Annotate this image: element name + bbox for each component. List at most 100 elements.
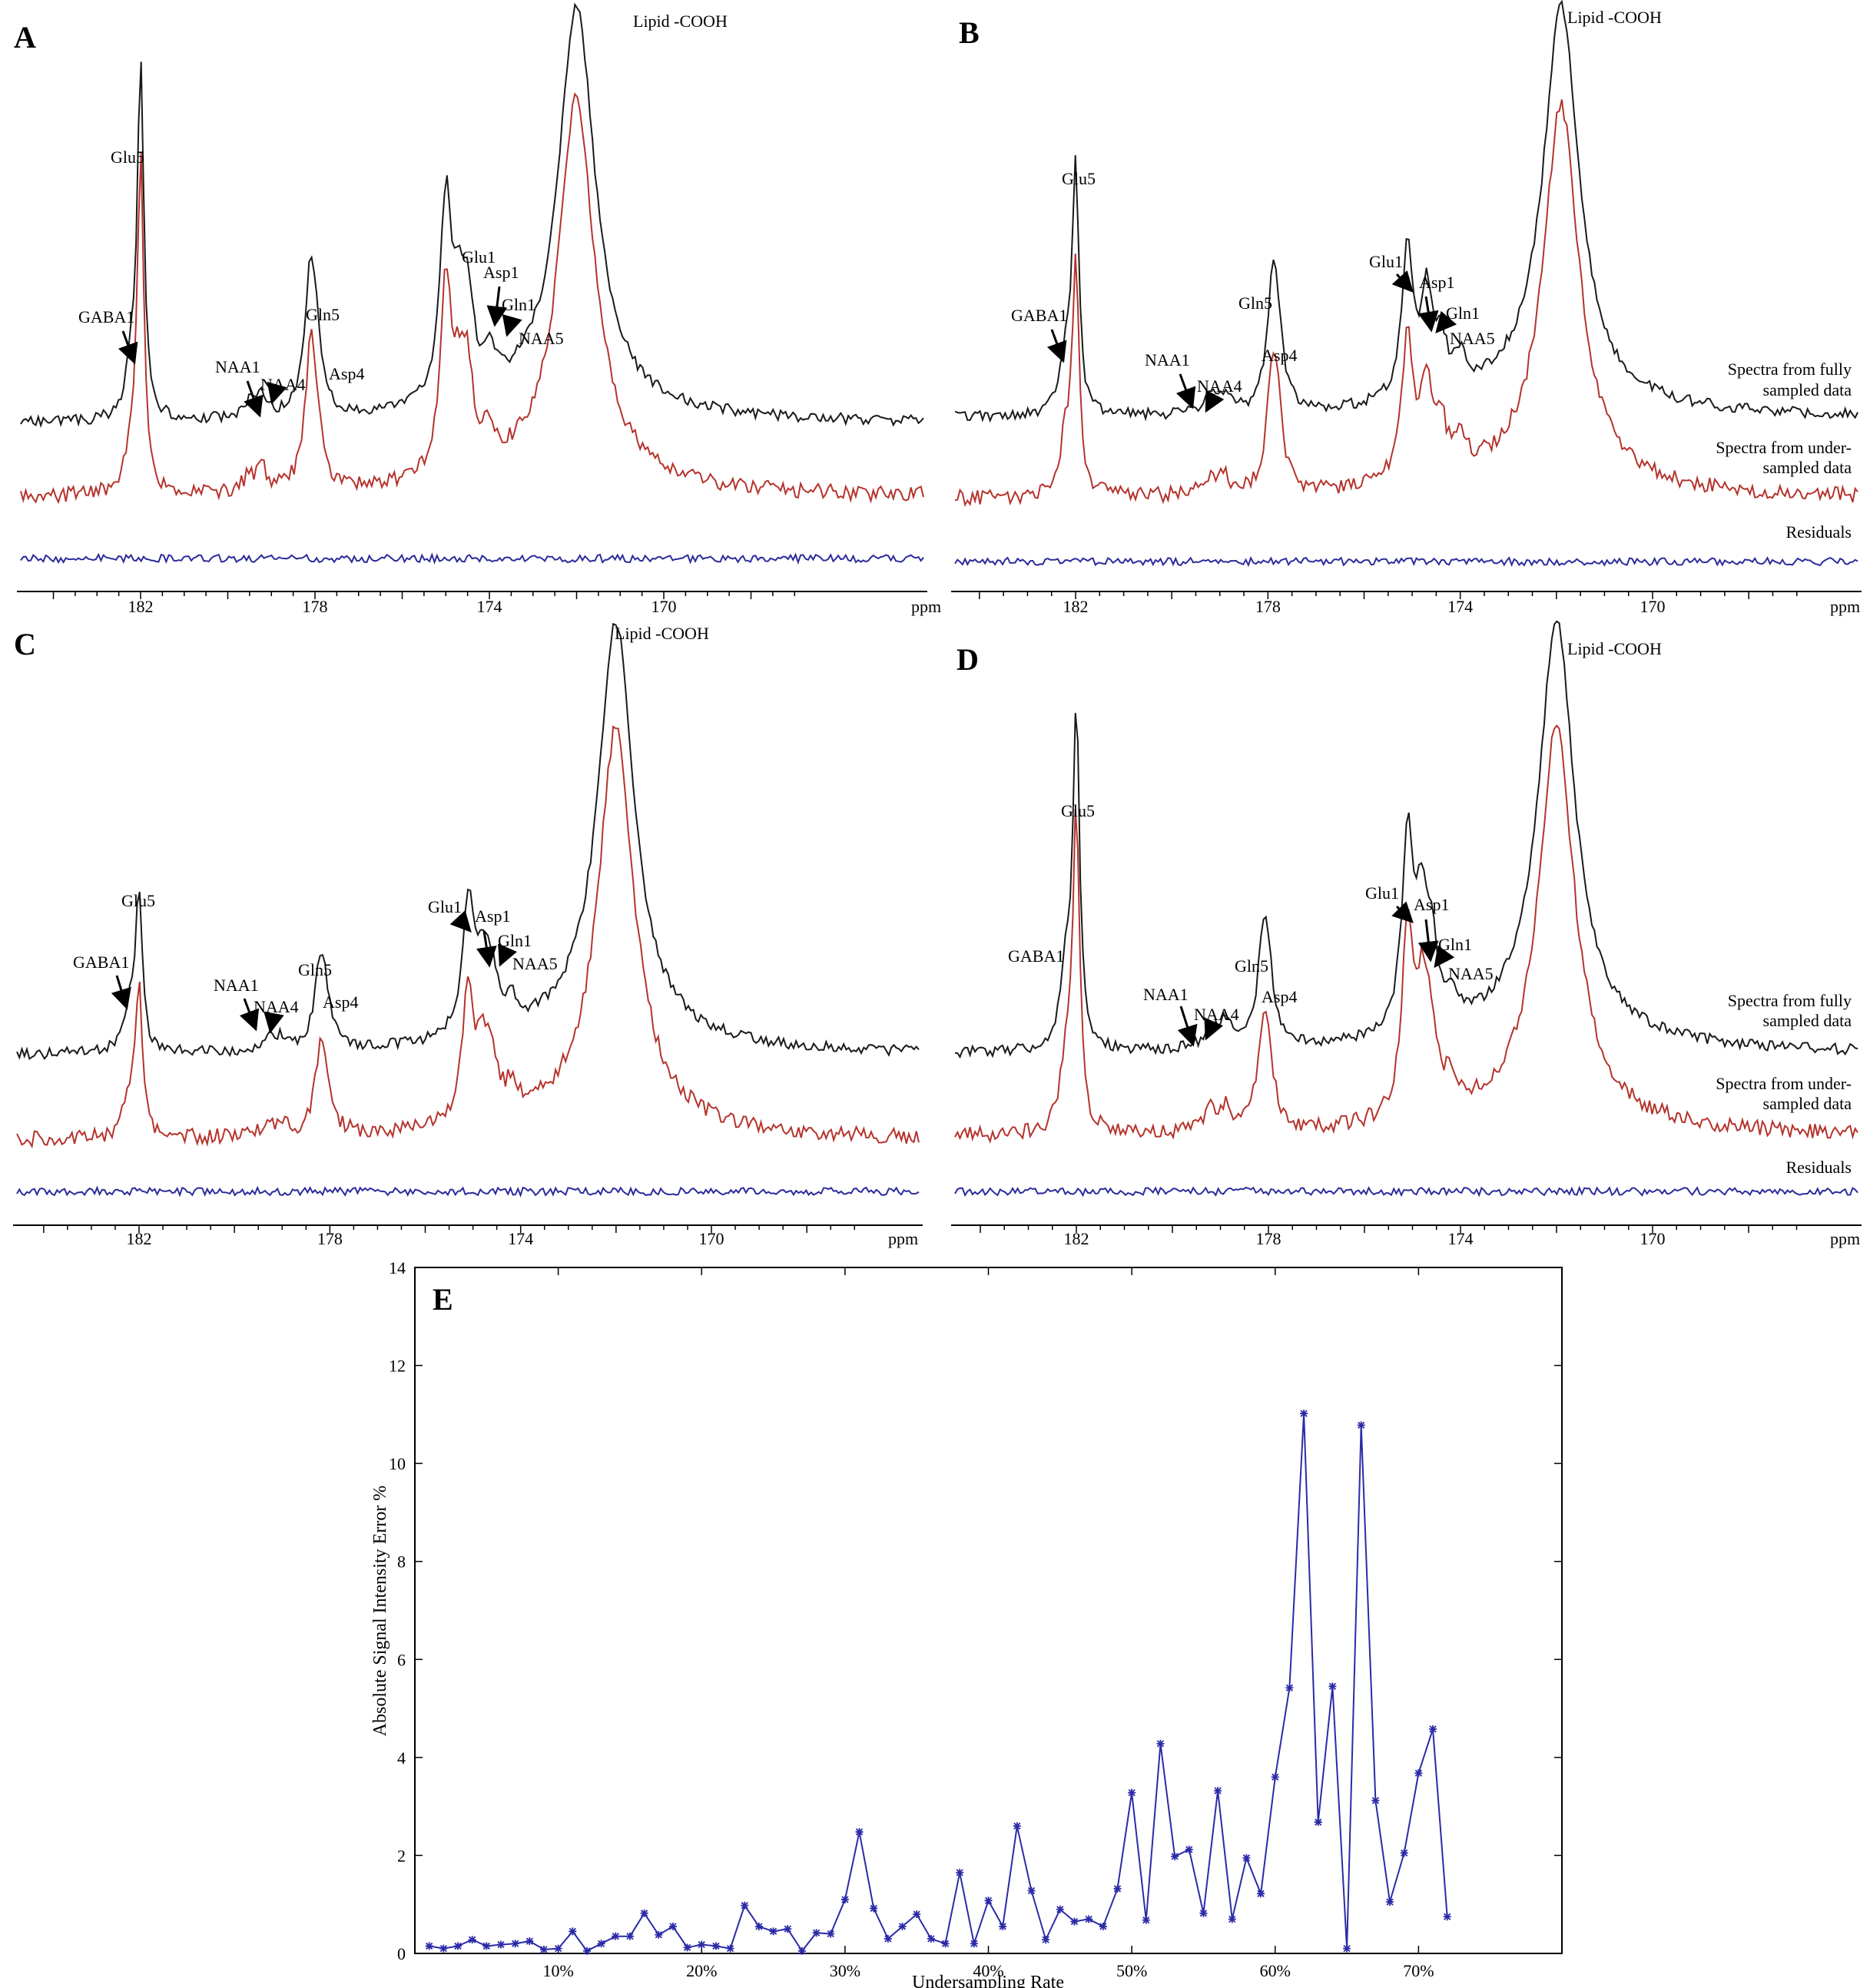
x-tick-label: 40% [973, 1961, 1003, 1980]
error-point-marker [841, 1895, 849, 1904]
panel-c-spectrum-chart: C Glu5 GABA1 NAA1 NAA4 Gln5 Asp4 Glu1 Asp1 Gln1 N… [13, 622, 923, 1248]
legend-entry: sampled data [1763, 458, 1852, 477]
panel-a-letter: A [14, 20, 36, 55]
peak-arrow [264, 1011, 284, 1034]
peak-arrow [486, 286, 508, 327]
x-tick-label: 60% [1260, 1961, 1291, 1980]
peak-label: Asp1 [475, 906, 510, 926]
error-point-marker [554, 1944, 562, 1953]
ppm-tick-label: 182 [1064, 1229, 1089, 1248]
peak-label: Gln1 [498, 931, 532, 950]
x-tick-label: 30% [830, 1961, 860, 1980]
error-series-line [429, 1413, 1448, 1953]
legend-entry: Residuals [1785, 522, 1852, 542]
peak-arrow [1434, 945, 1455, 969]
error-point-marker [726, 1944, 734, 1953]
peak-arrow [1391, 901, 1414, 923]
error-point-marker [1357, 1421, 1365, 1430]
error-point-marker [496, 1940, 505, 1949]
peak-label: NAA1 [215, 357, 260, 376]
panel-e-ticks: 0 2 4 6 8 10 12 14 10% 20% 30% 40% 50% 60% 70% [389, 1258, 1562, 1980]
ppm-tick-label: 178 [303, 597, 328, 616]
error-point-marker [999, 1922, 1007, 1930]
peak-label: GABA1 [1011, 306, 1067, 325]
panel-d-xlabel: ppm [1830, 1229, 1860, 1248]
error-point-marker [1257, 1890, 1265, 1898]
peak-arrow [118, 330, 138, 365]
peak-label: Asp4 [1262, 987, 1297, 1006]
peak-arrow [244, 380, 264, 418]
ppm-tick-label: 174 [477, 597, 502, 616]
peak-label: Gln1 [1446, 303, 1480, 323]
y-tick-label: 6 [397, 1650, 406, 1669]
legend-entry: Spectra from under- [1716, 1074, 1852, 1093]
error-point-marker [526, 1937, 534, 1946]
error-point-marker [754, 1922, 763, 1930]
x-tick-label: 70% [1403, 1961, 1434, 1980]
error-point-marker [884, 1934, 892, 1943]
error-point-marker [468, 1936, 476, 1944]
y-tick-label: 2 [397, 1846, 406, 1865]
error-point-marker [797, 1947, 806, 1955]
peak-label: Lipid -COOH [633, 12, 728, 31]
peak-label: GABA1 [78, 307, 134, 326]
peak-label: Glu5 [1062, 169, 1096, 188]
error-point-marker [1142, 1916, 1150, 1924]
ppm-tick-label: 182 [128, 597, 154, 616]
error-point-marker [970, 1940, 978, 1948]
panel-b-peak-labels: Glu5 GABA1 NAA1 NAA4 Gln5 Asp4 Glu1 Asp1 Gln1 NAA… [1011, 8, 1662, 413]
peak-label: Glu5 [1061, 801, 1095, 820]
error-point-marker [927, 1934, 935, 1943]
panel-d-peak-labels: Glu5 GABA1 NAA1 NAA4 Gln5 Asp4 Glu1 Asp1 Gln1 NAA… [1008, 639, 1662, 1047]
panel-e-series [425, 1410, 1451, 1955]
panel-a-residuals-line [20, 552, 924, 565]
panel-d-spectrum-chart: D Glu5 GABA1 NAA1 NAA4 Gln5 Asp4 Glu1 Asp1 Gln1 N… [951, 620, 1862, 1248]
error-point-marker [1042, 1936, 1050, 1944]
panel-b-residuals-line [954, 555, 1858, 568]
panel-d-ppm-axis: 182 178 174 170 [951, 1224, 1862, 1248]
peak-label: Asp1 [1414, 895, 1449, 914]
peak-arrow [111, 975, 131, 1010]
peak-arrow [502, 313, 522, 337]
peak-arrow [1435, 310, 1457, 334]
error-point-marker [482, 1942, 491, 1950]
error-point-marker [1128, 1788, 1136, 1797]
peak-label: Lipid -COOH [1567, 639, 1662, 658]
panel-c-xlabel: ppm [888, 1229, 918, 1248]
panel-d-letter: D [957, 642, 979, 677]
peak-label: NAA1 [1143, 985, 1189, 1004]
peak-arrow [1391, 270, 1414, 293]
error-point-marker [668, 1922, 677, 1930]
panel-b-letter: B [959, 15, 980, 50]
peak-label: NAA4 [1194, 1005, 1239, 1024]
peak-arrow [1204, 1017, 1224, 1041]
error-point-marker [655, 1930, 663, 1939]
error-point-marker [769, 1927, 778, 1936]
peak-arrow [1417, 296, 1439, 333]
legend-entry: sampled data [1763, 380, 1852, 399]
error-point-marker [784, 1925, 792, 1933]
error-point-marker [539, 1945, 548, 1953]
peak-label: Lipid -COOH [615, 624, 709, 643]
error-point-marker [1056, 1905, 1064, 1913]
x-tick-label: 20% [686, 1961, 717, 1980]
error-point-marker [1386, 1898, 1394, 1907]
peak-label: GABA1 [1008, 946, 1064, 966]
y-tick-label: 10 [389, 1454, 406, 1473]
peak-label: NAA1 [1145, 350, 1190, 369]
error-point-marker [453, 1942, 462, 1950]
peak-label: Lipid -COOH [1567, 8, 1662, 27]
peak-label: NAA5 [519, 329, 564, 348]
error-point-marker [1443, 1913, 1451, 1921]
panel-d-fully-sampled-line [954, 620, 1858, 1059]
error-point-marker [625, 1932, 634, 1940]
peak-label: Gln1 [1438, 935, 1472, 954]
error-point-marker [1414, 1769, 1423, 1778]
peak-arrow [267, 381, 287, 405]
error-point-marker [511, 1940, 519, 1948]
panel-c-undersampled-line [16, 725, 920, 1149]
ppm-tick-label: 170 [1640, 1229, 1666, 1248]
error-point-marker [956, 1868, 964, 1877]
